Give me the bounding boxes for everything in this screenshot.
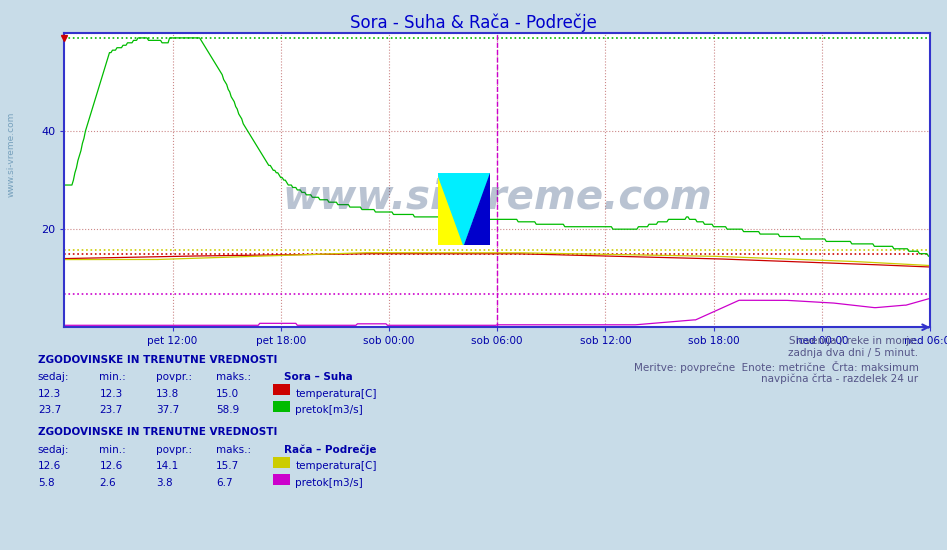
Polygon shape [438, 173, 464, 245]
Text: 23.7: 23.7 [99, 405, 123, 415]
Text: povpr.:: povpr.: [156, 445, 192, 455]
Text: maks.:: maks.: [216, 445, 251, 455]
Text: min.:: min.: [99, 372, 126, 382]
Text: 15.0: 15.0 [216, 389, 239, 399]
Text: 5.8: 5.8 [38, 478, 55, 488]
Text: Sora – Suha: Sora – Suha [284, 372, 353, 382]
Text: 12.3: 12.3 [99, 389, 123, 399]
Text: pretok[m3/s]: pretok[m3/s] [295, 405, 364, 415]
Text: temperatura[C]: temperatura[C] [295, 461, 377, 471]
Text: Meritve: povprečne  Enote: metrične  Črta: maksimum: Meritve: povprečne Enote: metrične Črta:… [634, 361, 919, 373]
Text: povpr.:: povpr.: [156, 372, 192, 382]
Text: 6.7: 6.7 [216, 478, 233, 488]
Text: 13.8: 13.8 [156, 389, 180, 399]
Text: 14.1: 14.1 [156, 461, 180, 471]
Text: maks.:: maks.: [216, 372, 251, 382]
Polygon shape [464, 173, 490, 245]
Text: sedaj:: sedaj: [38, 372, 69, 382]
Text: ZGODOVINSKE IN TRENUTNE VREDNOSTI: ZGODOVINSKE IN TRENUTNE VREDNOSTI [38, 427, 277, 437]
Text: 3.8: 3.8 [156, 478, 173, 488]
Text: 37.7: 37.7 [156, 405, 180, 415]
Text: 12.6: 12.6 [38, 461, 62, 471]
Text: 15.7: 15.7 [216, 461, 240, 471]
Text: 2.6: 2.6 [99, 478, 116, 488]
Text: 12.3: 12.3 [38, 389, 62, 399]
Text: min.:: min.: [99, 445, 126, 455]
Polygon shape [438, 173, 490, 245]
Text: temperatura[C]: temperatura[C] [295, 389, 377, 399]
Text: 23.7: 23.7 [38, 405, 62, 415]
Text: 12.6: 12.6 [99, 461, 123, 471]
Text: sedaj:: sedaj: [38, 445, 69, 455]
Text: pretok[m3/s]: pretok[m3/s] [295, 478, 364, 488]
Text: www.si-vreme.com: www.si-vreme.com [282, 178, 712, 218]
Text: Rača – Podrečje: Rača – Podrečje [284, 445, 377, 455]
Text: ZGODOVINSKE IN TRENUTNE VREDNOSTI: ZGODOVINSKE IN TRENUTNE VREDNOSTI [38, 355, 277, 365]
Text: 58.9: 58.9 [216, 405, 240, 415]
Text: Sora - Suha & Rača - Podrečje: Sora - Suha & Rača - Podrečje [350, 14, 597, 32]
Text: navpična črta - razdelek 24 ur: navpična črta - razdelek 24 ur [761, 373, 919, 384]
Text: Slovenija / reke in morje.: Slovenija / reke in morje. [789, 336, 919, 345]
Text: www.si-vreme.com: www.si-vreme.com [7, 111, 16, 197]
Text: zadnja dva dni / 5 minut.: zadnja dva dni / 5 minut. [789, 348, 919, 358]
